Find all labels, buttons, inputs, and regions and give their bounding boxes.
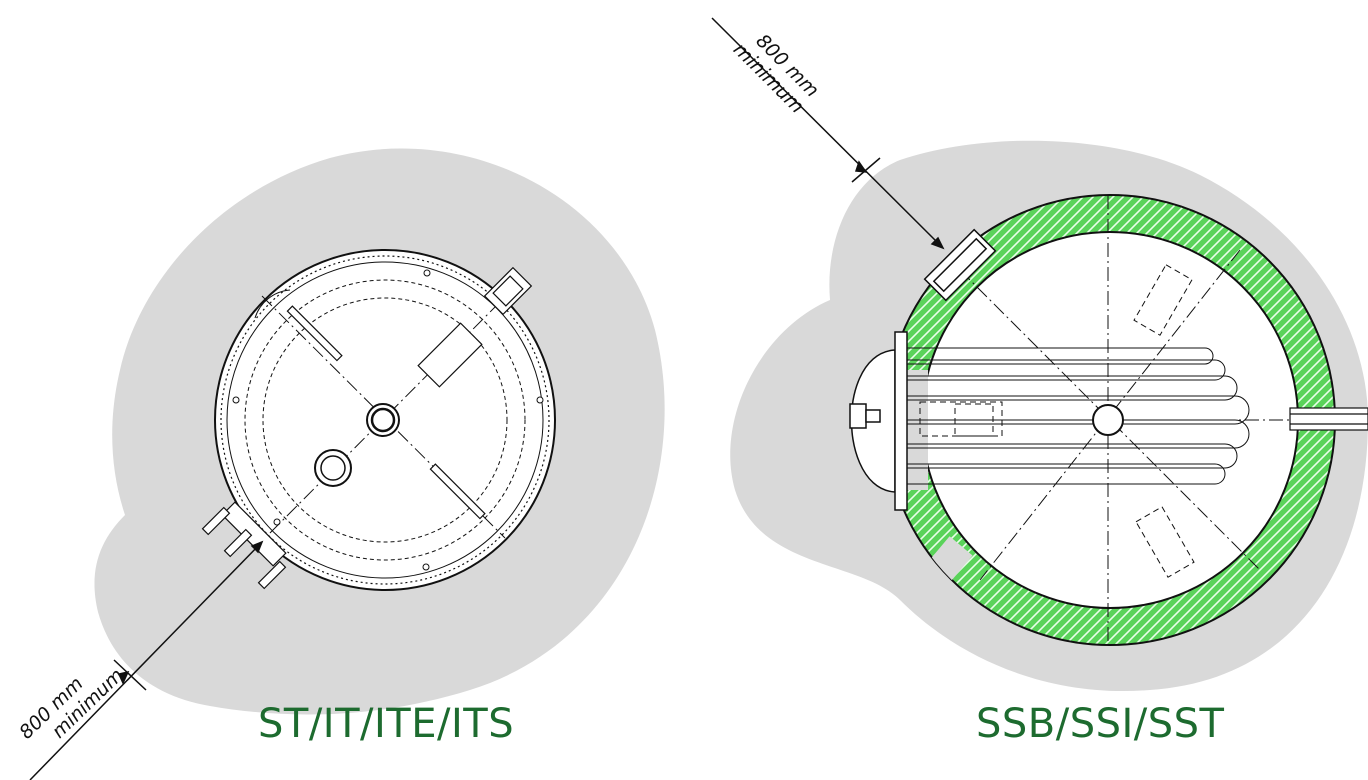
left-tank-drawing: 800 mm minimum xyxy=(15,148,665,780)
left-tank-caption: ST/IT/ITE/ITS xyxy=(258,701,515,747)
right-tank-caption: SSB/SSI/SST xyxy=(976,701,1225,747)
right-tank-drawing: 800 mm minimum xyxy=(711,17,1368,692)
right-dimension-line xyxy=(711,17,944,249)
left-dimension-line xyxy=(29,541,263,780)
